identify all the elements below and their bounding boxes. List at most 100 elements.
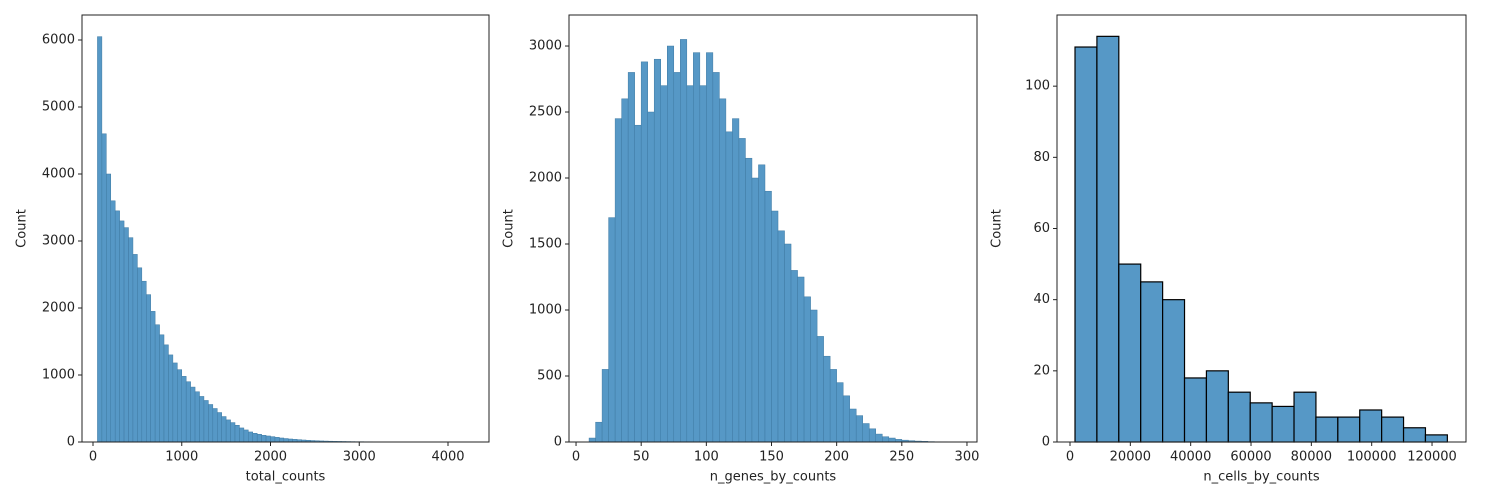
- bar: [159, 334, 165, 443]
- bar: [790, 270, 798, 443]
- bar: [163, 344, 169, 443]
- bar: [141, 280, 147, 443]
- y-tick-label: 6000: [42, 32, 75, 47]
- bar: [1118, 263, 1142, 443]
- bar: [234, 424, 240, 443]
- bar: [810, 309, 818, 443]
- bar: [150, 311, 156, 443]
- x-tick-label: 0: [572, 450, 580, 465]
- y-axis-label: Count: [990, 209, 1005, 248]
- bar: [137, 267, 143, 443]
- x-tick-label: 3000: [343, 450, 376, 465]
- bar: [816, 336, 824, 443]
- y-tick-label: 3000: [42, 233, 75, 248]
- y-tick-label: 1000: [42, 367, 75, 382]
- bar: [660, 85, 668, 443]
- y-tick-label: 5000: [42, 99, 75, 114]
- bar: [106, 173, 112, 443]
- bar: [1402, 427, 1427, 443]
- bar: [1337, 416, 1361, 443]
- bar: [719, 98, 727, 443]
- bar: [1074, 46, 1098, 443]
- bar: [640, 61, 648, 443]
- bar: [588, 437, 596, 443]
- bar: [667, 45, 675, 443]
- x-tick-label: 100: [694, 450, 719, 465]
- bar: [855, 415, 863, 443]
- bar: [693, 52, 701, 443]
- bar: [706, 52, 714, 443]
- bar: [217, 412, 222, 443]
- bar: [199, 396, 205, 443]
- x-tick-label: 0: [1066, 450, 1074, 465]
- bar: [1424, 434, 1448, 443]
- bar: [256, 434, 262, 443]
- bar: [114, 210, 120, 443]
- bar: [1359, 409, 1383, 443]
- bar: [283, 438, 289, 443]
- bar: [614, 118, 622, 443]
- bar: [647, 111, 655, 443]
- bar: [208, 404, 214, 443]
- bar: [777, 230, 785, 443]
- bar: [745, 157, 753, 443]
- bar: [836, 382, 844, 443]
- bar: [823, 355, 831, 443]
- x-axis-label: n_genes_by_counts: [710, 470, 837, 485]
- bar: [243, 429, 249, 443]
- x-tick-label: 120000: [1407, 450, 1457, 465]
- bar: [699, 85, 707, 443]
- bar: [181, 376, 187, 443]
- y-tick-label: 500: [537, 369, 562, 384]
- x-tick-label: 4000: [431, 450, 464, 465]
- x-tick-label: 20000: [1110, 450, 1151, 465]
- bar: [190, 386, 196, 443]
- bar: [751, 177, 759, 443]
- bar: [634, 124, 642, 443]
- x-axis-label: n_cells_by_counts: [1203, 470, 1320, 485]
- bar: [888, 437, 896, 443]
- x-tick-label: 250: [889, 450, 914, 465]
- y-tick-label: 2500: [529, 105, 562, 120]
- bar: [1271, 405, 1295, 443]
- bar: [252, 433, 258, 443]
- bar: [1381, 416, 1405, 443]
- bar: [653, 58, 661, 443]
- bar: [882, 436, 890, 443]
- bar: [627, 72, 635, 443]
- bar: [97, 36, 103, 443]
- bar: [595, 421, 603, 443]
- bar: [221, 416, 227, 443]
- bar: [168, 354, 174, 443]
- y-tick-label: 1500: [529, 237, 562, 252]
- bar: [1096, 35, 1120, 443]
- bar: [101, 133, 107, 443]
- bar: [771, 210, 779, 443]
- bar: [849, 408, 857, 443]
- bar: [185, 381, 191, 443]
- y-tick-label: 20: [1033, 363, 1050, 378]
- bar: [673, 72, 681, 443]
- bar: [868, 428, 876, 443]
- y-tick-label: 1000: [529, 303, 562, 318]
- x-tick-label: 1000: [165, 450, 198, 465]
- x-axis-label: total_counts: [246, 470, 326, 485]
- bar: [601, 369, 609, 443]
- y-tick-label: 60: [1033, 221, 1050, 236]
- y-tick-label: 4000: [42, 166, 75, 181]
- x-tick-label: 80000: [1291, 450, 1332, 465]
- bar: [842, 395, 850, 443]
- bar: [230, 422, 236, 443]
- bar: [1315, 416, 1339, 443]
- bar: [1249, 402, 1273, 443]
- bar: [1293, 391, 1317, 443]
- bar: [725, 131, 733, 443]
- bar: [764, 190, 772, 443]
- y-tick-label: 0: [67, 435, 75, 450]
- bar: [172, 362, 178, 443]
- bar: [146, 294, 151, 443]
- x-tick-label: 300: [955, 450, 980, 465]
- bar: [274, 437, 280, 443]
- bar: [225, 419, 231, 443]
- bar: [279, 437, 285, 443]
